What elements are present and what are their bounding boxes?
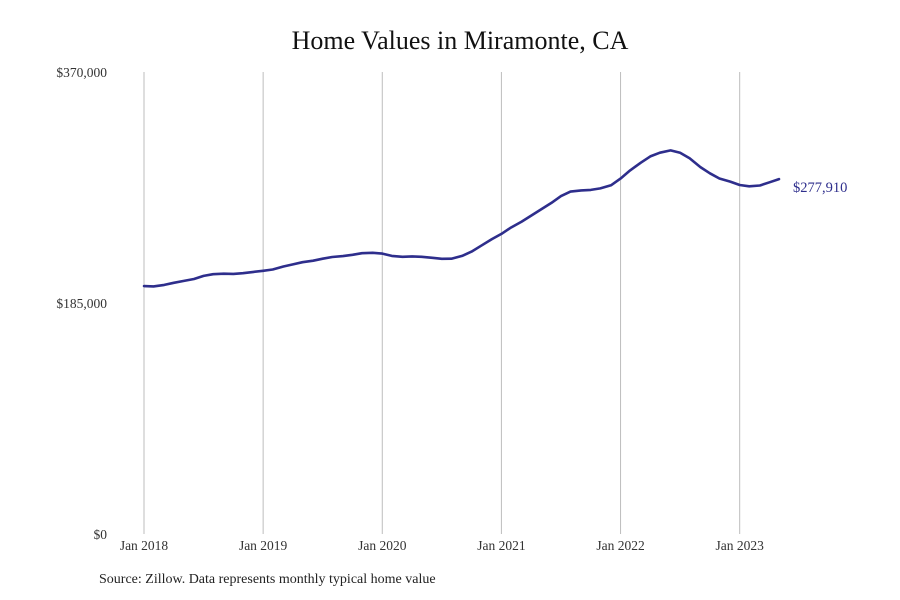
chart-title: Home Values in Miramonte, CA	[291, 26, 629, 55]
x-tick-label: Jan 2022	[596, 538, 644, 553]
series-layer: $277,910	[142, 149, 847, 288]
end-value-label: $277,910	[793, 180, 847, 196]
x-tick-label: Jan 2021	[477, 538, 525, 553]
x-tick-label: Jan 2023	[715, 538, 764, 553]
series-line	[142, 149, 781, 288]
y-tick-label: $185,000	[56, 296, 107, 311]
x-tick-label: Jan 2019	[239, 538, 288, 553]
source-note: Source: Zillow. Data represents monthly …	[99, 572, 436, 587]
y-tick-label: $370,000	[56, 65, 107, 80]
y-tick-label: $0	[94, 527, 108, 542]
gridlines	[143, 72, 741, 534]
x-tick-label: Jan 2020	[358, 538, 407, 553]
y-axis: $0 $185,000 $370,000	[56, 65, 107, 542]
x-tick-label: Jan 2018	[120, 538, 169, 553]
x-axis: Jan 2018 Jan 2019 Jan 2020 Jan 2021 Jan 2022…	[120, 538, 764, 553]
